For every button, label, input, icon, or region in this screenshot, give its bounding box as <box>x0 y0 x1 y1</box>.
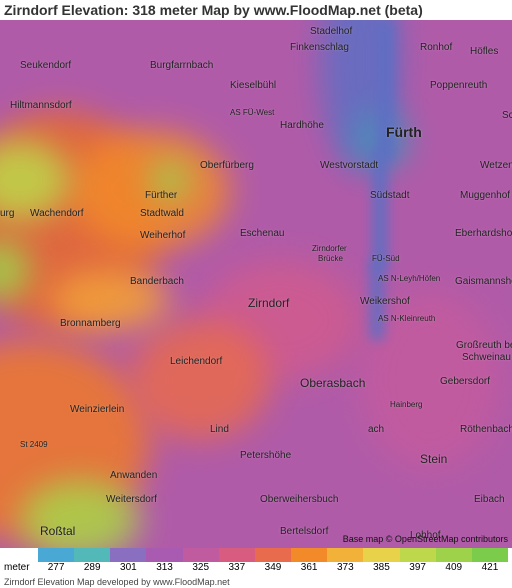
place-label: Ronhof <box>420 42 452 53</box>
place-label: Muggenhof <box>460 190 510 201</box>
place-label: AS FÜ-West <box>230 108 274 117</box>
place-label: Hainberg <box>390 400 422 409</box>
color-legend: meter 277 289 301 313 325 337 349 361 373 385 397 4… <box>0 548 512 576</box>
place-label: Stadelhof <box>310 26 352 37</box>
place-label: Fürther <box>145 190 177 201</box>
legend-cell <box>472 548 508 562</box>
legend-cell <box>255 548 291 562</box>
terrain-blob <box>130 320 270 440</box>
place-label: Hardhöhe <box>280 120 324 131</box>
place-label: Brücke <box>318 254 343 263</box>
legend-value: 361 <box>301 562 318 573</box>
legend-cell <box>219 548 255 562</box>
legend-value: 277 <box>48 562 65 573</box>
place-label: Röthenbach <box>460 424 512 435</box>
place-label: Fürth <box>386 124 422 140</box>
place-label: Eschenau <box>240 228 284 239</box>
place-label: FÜ-Süd <box>372 254 400 263</box>
place-label: Zirndorfer <box>312 244 347 253</box>
legend-cell <box>363 548 399 562</box>
place-label: Schweinau <box>462 352 511 363</box>
place-label: Höfles <box>470 46 498 57</box>
legend-cell <box>74 548 110 562</box>
legend-cell <box>400 548 436 562</box>
legend-value: 421 <box>482 562 499 573</box>
footer-text: Zirndorf Elevation Map developed by www.… <box>0 576 512 588</box>
place-label: Oberweihersbuch <box>260 494 338 505</box>
place-label: Oberfürberg <box>200 160 254 171</box>
place-label: Sc <box>502 110 512 121</box>
place-label: Gaismannshof <box>455 276 512 287</box>
place-label: Eibach <box>474 494 505 505</box>
place-label: urg <box>0 208 14 219</box>
legend-strip <box>38 548 508 562</box>
place-label: Lind <box>210 424 229 435</box>
legend-cell <box>327 548 363 562</box>
legend-cell <box>436 548 472 562</box>
place-label: Seukendorf <box>20 60 71 71</box>
place-label: Burgfarrnbach <box>150 60 213 71</box>
legend-value: 349 <box>265 562 282 573</box>
place-label: Weiherhof <box>140 230 185 241</box>
place-label: Wetzen <box>480 160 512 171</box>
legend-value: 385 <box>373 562 390 573</box>
place-label: Zirndorf <box>248 296 289 310</box>
page-title: Zirndorf Elevation: 318 meter Map by www… <box>0 0 512 20</box>
legend-value: 337 <box>229 562 246 573</box>
place-label: Großreuth bei <box>456 340 512 351</box>
place-label: AS N-Kleinreuth <box>378 314 435 323</box>
place-label: Finkenschlag <box>290 42 349 53</box>
legend-value: 397 <box>409 562 426 573</box>
place-label: Bertelsdorf <box>280 526 328 537</box>
place-label: Roßtal <box>40 524 75 538</box>
place-label: Leichendorf <box>170 356 222 367</box>
place-label: Eberhardshof <box>455 228 512 239</box>
place-label: Banderbach <box>130 276 184 287</box>
place-label: Weitersdorf <box>106 494 157 505</box>
place-label: Weikershof <box>360 296 410 307</box>
place-label: Gebersdorf <box>440 376 490 387</box>
legend-value: 313 <box>156 562 173 573</box>
place-label: Stein <box>420 452 447 466</box>
map-credits: Base map © OpenStreetMap contributors <box>343 534 508 544</box>
legend-cell <box>38 548 74 562</box>
place-label: AS N-Leyh/Höfen <box>378 274 440 283</box>
place-label: Oberasbach <box>300 376 365 390</box>
legend-cell <box>291 548 327 562</box>
place-label: Poppenreuth <box>430 80 487 91</box>
place-label: Petershöhe <box>240 450 291 461</box>
legend-cell <box>146 548 182 562</box>
legend-value: 325 <box>192 562 209 573</box>
place-label: Stadtwald <box>140 208 184 219</box>
place-label: Weinzierlein <box>70 404 124 415</box>
place-label: ach <box>368 424 384 435</box>
place-label: St 2409 <box>20 440 48 449</box>
place-label: Südstadt <box>370 190 409 201</box>
legend-cell <box>183 548 219 562</box>
legend-cell <box>110 548 146 562</box>
place-label: Bronnamberg <box>60 318 121 329</box>
legend-value: 409 <box>445 562 462 573</box>
place-label: Kieselbühl <box>230 80 276 91</box>
place-label: Wachendorf <box>30 208 84 219</box>
elevation-map: Stadelhof Finkenschlag Ronhof Höfles Seukend… <box>0 20 512 548</box>
place-label: Hiltmannsdorf <box>10 100 72 111</box>
place-label: Westvorstadt <box>320 160 378 171</box>
place-label: Anwanden <box>110 470 157 481</box>
legend-value: 289 <box>84 562 101 573</box>
legend-value: 301 <box>120 562 137 573</box>
legend-value: 373 <box>337 562 354 573</box>
legend-unit: meter <box>4 562 30 573</box>
